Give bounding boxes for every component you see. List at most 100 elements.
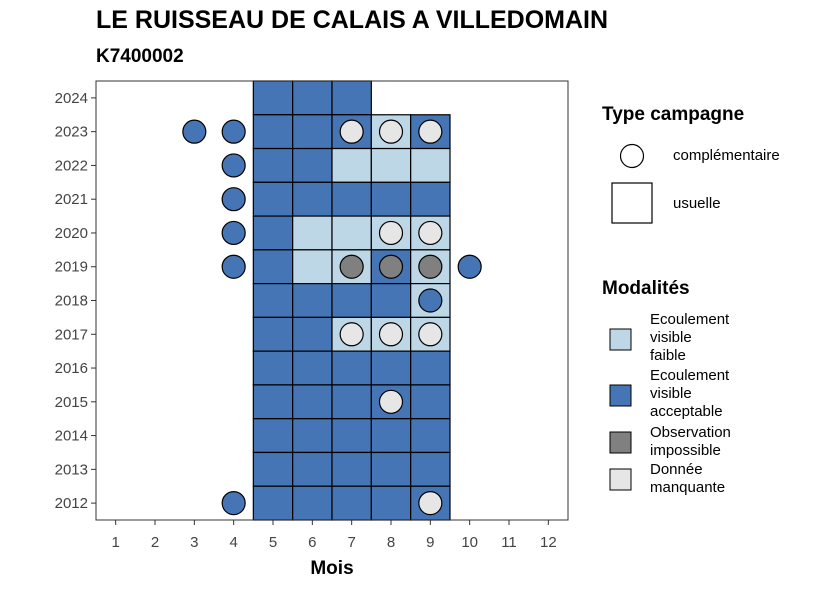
- x-tick-label: 7: [347, 534, 355, 551]
- usuelle-tile: [292, 418, 333, 454]
- usuelle-tile: [370, 350, 412, 386]
- usuelle-tile: [292, 316, 333, 352]
- y-tick-label: 2021: [55, 191, 88, 208]
- usuelle-tile: [331, 215, 372, 251]
- usuelle-tile: [292, 485, 333, 521]
- usuelle-tile: [292, 114, 333, 150]
- y-tick-label: 2013: [55, 461, 88, 478]
- y-tick-label: 2019: [55, 259, 88, 276]
- y-axis: 2012 2013 2014 2015 2016 2017 2018 2019 2020 2021…: [55, 90, 96, 512]
- complementaire-point: [418, 254, 443, 279]
- legend-line: Ecoulement: [650, 311, 730, 328]
- usuelle-tile: [252, 147, 294, 183]
- complementaire-point: [418, 119, 443, 144]
- complementaire-point: [221, 153, 246, 178]
- usuelle-tile: [331, 350, 372, 386]
- usuelle-tile: [252, 114, 294, 150]
- legend-line: visible: [650, 329, 692, 346]
- x-tick-label: 10: [461, 534, 478, 551]
- x-tick-label: 8: [387, 534, 395, 551]
- usuelle-tile: [370, 147, 412, 183]
- legend-line: faible: [650, 347, 686, 364]
- usuelle-tile: [292, 80, 333, 116]
- usuelle-tiles: [252, 80, 451, 521]
- x-tick-label: 1: [111, 534, 119, 551]
- legend-line: Ecoulement: [650, 367, 730, 384]
- usuelle-tile: [252, 249, 294, 285]
- usuelle-tile: [252, 283, 294, 318]
- complementaire-point: [418, 322, 443, 347]
- legend-label-ecoulement-visible-faible: Ecoulement visible faible: [650, 311, 729, 365]
- usuelle-tile: [370, 485, 412, 521]
- usuelle-tile: [292, 147, 333, 183]
- x-axis-title: Mois: [310, 558, 353, 579]
- usuelle-tile: [410, 418, 451, 454]
- chart-subtitle: K7400002: [96, 46, 184, 67]
- legend-line: impossible: [650, 442, 721, 459]
- complementaire-point: [418, 288, 443, 313]
- usuelle-tile: [331, 418, 372, 454]
- complementaire-point: [418, 220, 443, 246]
- complementaire-point: [221, 254, 246, 279]
- legend-label-ecoulement-visible-acceptable: Ecoulement visible acceptable: [650, 367, 729, 421]
- y-tick-label: 2016: [55, 360, 88, 377]
- usuelle-tile: [410, 350, 451, 386]
- usuelle-tile: [292, 451, 333, 487]
- usuelle-tile: [331, 147, 372, 183]
- usuelle-tile: [252, 215, 294, 251]
- y-tick-label: 2012: [55, 495, 88, 512]
- usuelle-tile: [331, 80, 372, 116]
- usuelle-tile: [292, 249, 333, 285]
- usuelle-tile: [370, 181, 412, 217]
- plot-panel-border: [95, 80, 569, 521]
- x-tick-label: 5: [269, 534, 277, 551]
- y-tick-label: 2023: [55, 124, 88, 141]
- y-tick-label: 2020: [55, 225, 88, 242]
- usuelle-tile: [252, 316, 294, 352]
- usuelle-tile: [370, 451, 412, 487]
- usuelle-tile: [331, 451, 372, 487]
- usuelle-tile: [410, 451, 451, 487]
- complementaire-point: [221, 220, 246, 246]
- usuelle-tile: [292, 384, 333, 420]
- complementaire-point: [182, 119, 207, 144]
- legend-line: acceptable: [650, 403, 723, 420]
- usuelle-tile: [370, 418, 412, 454]
- usuelle-tile: [331, 283, 372, 318]
- legend-label-donnee-manquante: Donnée manquante: [650, 461, 725, 497]
- usuelle-tile: [292, 181, 333, 217]
- x-tick-label: 2: [151, 534, 159, 551]
- usuelle-tile: [292, 350, 333, 386]
- complementaire-point: [339, 254, 364, 279]
- usuelle-tile: [252, 485, 294, 521]
- legend-line: Observation: [650, 424, 731, 441]
- legend-title-modalites: Modalités: [602, 278, 690, 299]
- usuelle-tile: [252, 418, 294, 454]
- usuelle-tile: [410, 147, 451, 183]
- complementaire-points: [182, 119, 482, 516]
- y-tick-label: 2017: [55, 326, 88, 343]
- complementaire-point: [378, 254, 404, 279]
- legend-title-type-campagne: Type campagne: [602, 104, 745, 125]
- usuelle-tile: [331, 384, 372, 420]
- usuelle-tile: [252, 451, 294, 487]
- x-tick-label: 12: [540, 534, 557, 551]
- y-tick-label: 2014: [55, 428, 88, 445]
- complementaire-point: [221, 187, 246, 212]
- y-tick-label: 2015: [55, 394, 88, 411]
- x-tick-label: 11: [501, 534, 517, 551]
- x-tick-label: 3: [190, 534, 198, 551]
- complementaire-point: [221, 119, 246, 144]
- complementaire-point: [418, 491, 443, 516]
- chart-title: LE RUISSEAU DE CALAIS A VILLEDOMAIN: [96, 6, 609, 34]
- y-tick-label: 2024: [55, 90, 88, 107]
- legend-line: visible: [650, 385, 692, 402]
- usuelle-tile: [331, 181, 372, 217]
- usuelle-tile: [410, 181, 451, 217]
- usuelle-tile: [252, 384, 294, 420]
- complementaire-point: [221, 491, 246, 516]
- complementaire-point: [339, 322, 364, 347]
- complementaire-point: [457, 254, 482, 279]
- complementaire-point: [339, 119, 364, 144]
